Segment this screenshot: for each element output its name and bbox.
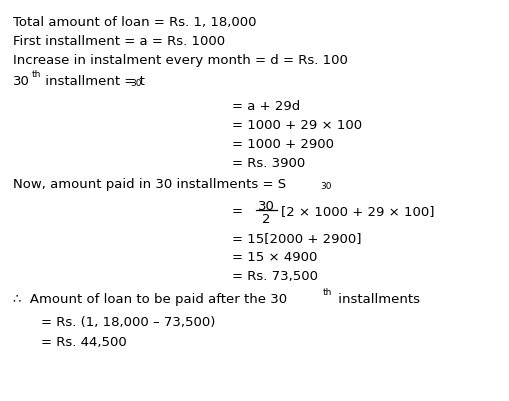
Text: = Rs. 3900: = Rs. 3900: [232, 157, 305, 170]
Text: installments: installments: [334, 292, 420, 305]
Text: 30: 30: [130, 79, 142, 88]
Text: 30: 30: [13, 75, 30, 88]
Text: = Rs. 73,500: = Rs. 73,500: [232, 269, 318, 282]
Text: th: th: [323, 288, 332, 296]
Text: = 1000 + 2900: = 1000 + 2900: [232, 138, 333, 151]
Text: =: =: [232, 205, 243, 217]
Text: 30: 30: [258, 200, 275, 213]
Text: ∴  Amount of loan to be paid after the 30: ∴ Amount of loan to be paid after the 30: [13, 292, 287, 305]
Text: = 1000 + 29 × 100: = 1000 + 29 × 100: [232, 119, 362, 132]
Text: 2: 2: [262, 213, 270, 225]
Text: Now, amount paid in 30 installments = S: Now, amount paid in 30 installments = S: [13, 178, 286, 190]
Text: Increase in instalment every month = d = Rs. 100: Increase in instalment every month = d =…: [13, 54, 348, 67]
Text: [2 × 1000 + 29 × 100]: [2 × 1000 + 29 × 100]: [281, 205, 435, 217]
Text: = a + 29d: = a + 29d: [232, 100, 300, 113]
Text: th: th: [32, 70, 41, 79]
Text: = Rs. 44,500: = Rs. 44,500: [41, 335, 126, 348]
Text: 30: 30: [321, 182, 332, 190]
Text: = 15 × 4900: = 15 × 4900: [232, 250, 317, 263]
Text: First installment = a = Rs. 1000: First installment = a = Rs. 1000: [13, 35, 225, 48]
Text: Total amount of loan = Rs. 1, 18,000: Total amount of loan = Rs. 1, 18,000: [13, 16, 256, 29]
Text: = 15[2000 + 2900]: = 15[2000 + 2900]: [232, 231, 361, 244]
Text: installment = t: installment = t: [41, 75, 145, 88]
Text: = Rs. (1, 18,000 – 73,500): = Rs. (1, 18,000 – 73,500): [41, 315, 215, 328]
